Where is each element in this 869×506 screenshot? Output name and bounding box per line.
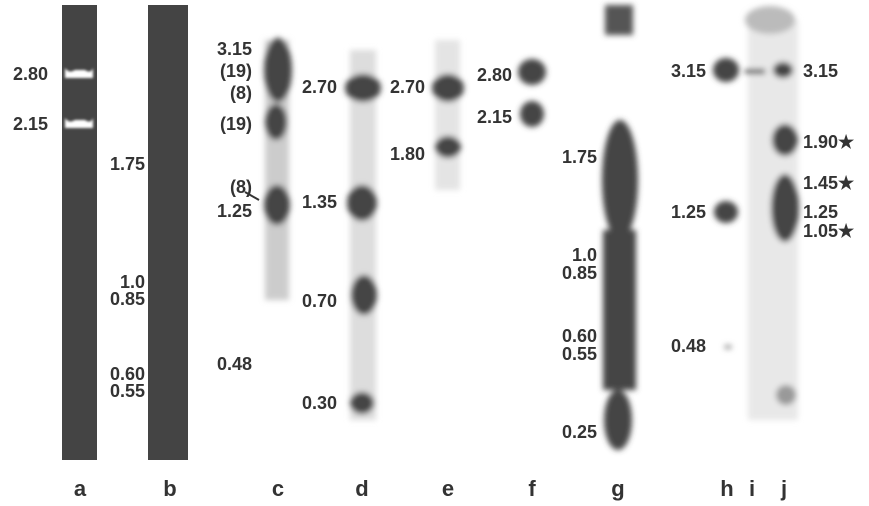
lane-g bbox=[602, 5, 638, 450]
lane-label: a bbox=[74, 476, 87, 501]
band-label: (19) bbox=[220, 61, 252, 81]
lane-label: b bbox=[163, 476, 176, 501]
band-label: 0.85 bbox=[562, 263, 597, 283]
band-label: 3.15 bbox=[217, 39, 252, 59]
lane-label: j bbox=[780, 476, 787, 501]
lane-label: c bbox=[272, 476, 284, 501]
lane-label: g bbox=[611, 476, 624, 501]
band-label: 2.70 bbox=[302, 77, 337, 97]
lane-label: e bbox=[442, 476, 454, 501]
lane-ij bbox=[745, 6, 799, 420]
band-label: 0.85 bbox=[110, 289, 145, 309]
lane-label: d bbox=[355, 476, 368, 501]
lane-d bbox=[345, 50, 381, 420]
band-label: 0.48 bbox=[217, 354, 252, 374]
band-label: 1.80 bbox=[390, 144, 425, 164]
band-label: 1.35 bbox=[302, 192, 337, 212]
lane-f bbox=[518, 59, 546, 127]
band-label: 0.70 bbox=[302, 291, 337, 311]
band-label: 0.25 bbox=[562, 422, 597, 442]
band-label: 2.70 bbox=[390, 77, 425, 97]
lane-h bbox=[713, 58, 739, 349]
band-label: 1.25 bbox=[803, 202, 838, 222]
band-label: 1.75 bbox=[110, 154, 145, 174]
band-label: 2.15 bbox=[13, 114, 48, 134]
band-label: 0.55 bbox=[562, 344, 597, 364]
band-label: 1.90★ bbox=[803, 132, 855, 152]
lane-label: f bbox=[528, 476, 536, 501]
band-label: (8) bbox=[230, 177, 252, 197]
gel-figure: a2.802.15b1.751.00.850.600.55c3.15(19)(8… bbox=[0, 0, 869, 506]
band-label: 0.30 bbox=[302, 393, 337, 413]
band-label: 1.45★ bbox=[803, 173, 855, 193]
lane-b-strip bbox=[148, 5, 188, 460]
band-label: 0.48 bbox=[671, 336, 706, 356]
band-label: 2.80 bbox=[477, 65, 512, 85]
band-label: 0.60 bbox=[562, 326, 597, 346]
band-label: 0.55 bbox=[110, 381, 145, 401]
band-label: (19) bbox=[220, 114, 252, 134]
band-label: 1.25 bbox=[217, 201, 252, 221]
band-label: 1.0 bbox=[572, 245, 597, 265]
band-label: 1.05★ bbox=[803, 221, 855, 241]
labels: a2.802.15b1.751.00.850.600.55c3.15(19)(8… bbox=[13, 39, 855, 501]
band-label: 1.25 bbox=[671, 202, 706, 222]
band-label: 2.80 bbox=[13, 64, 48, 84]
lane-label: i bbox=[749, 476, 755, 501]
lane-e bbox=[432, 40, 464, 190]
band-label: 2.15 bbox=[477, 107, 512, 127]
band-label: (8) bbox=[230, 83, 252, 103]
band-label: 3.15 bbox=[671, 61, 706, 81]
band-label: 3.15 bbox=[803, 61, 838, 81]
lane-label: h bbox=[720, 476, 733, 501]
lane-c bbox=[264, 38, 292, 300]
band-label: 1.75 bbox=[562, 147, 597, 167]
